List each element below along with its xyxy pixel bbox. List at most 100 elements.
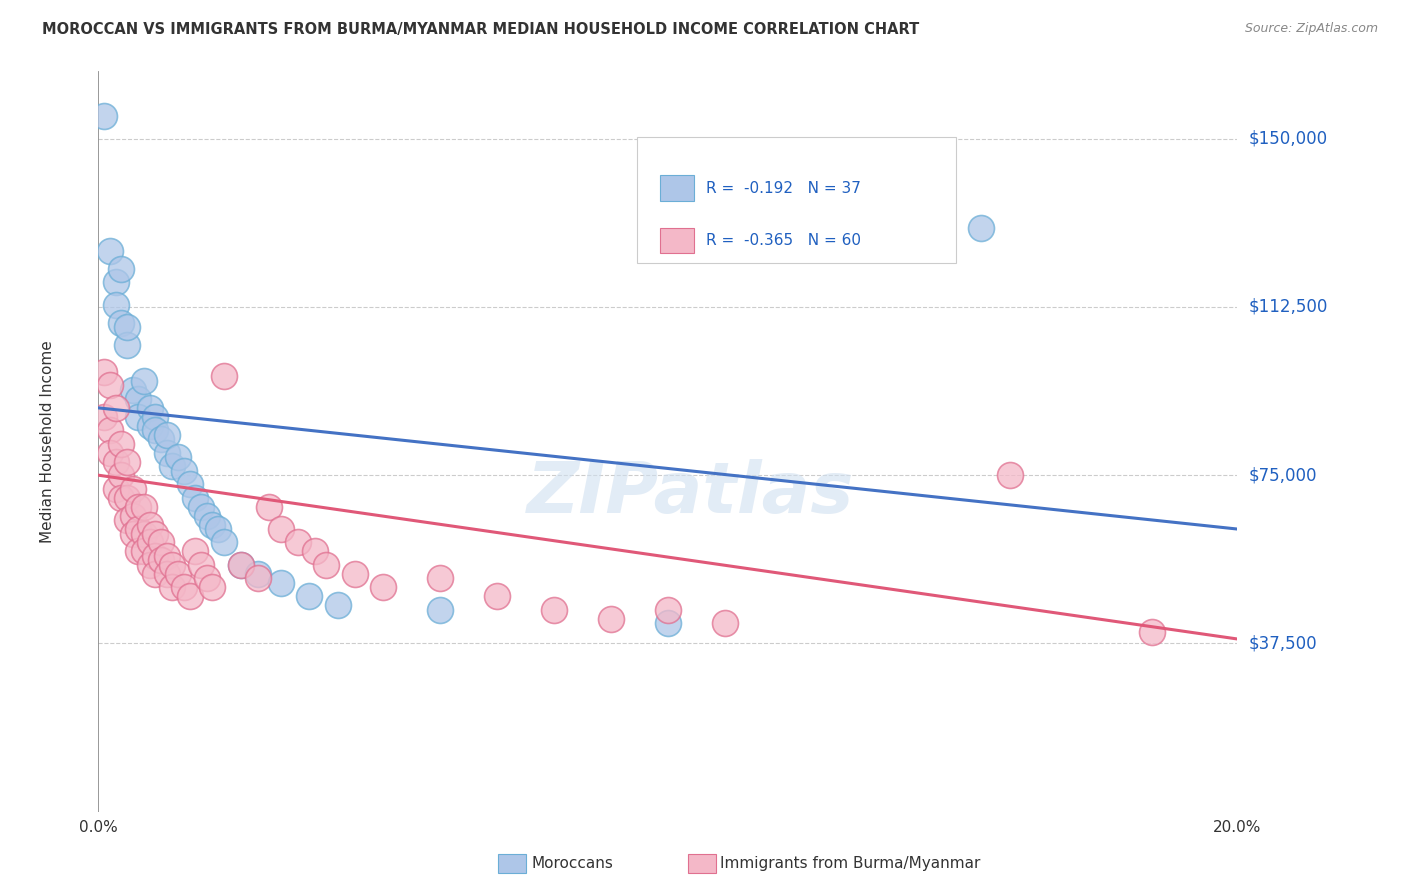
Point: [270, 575, 292, 590]
Point: [98, 446, 121, 460]
Text: Immigrants from Burma/Myanmar: Immigrants from Burma/Myanmar: [720, 856, 980, 871]
Point: [156, 446, 179, 460]
Point: [127, 392, 149, 406]
Point: [201, 580, 224, 594]
Point: [657, 603, 679, 617]
Point: [127, 500, 149, 514]
Text: R =  -0.192   N = 37: R = -0.192 N = 37: [706, 180, 860, 195]
Point: [104, 401, 127, 415]
Point: [315, 558, 337, 572]
Point: [121, 526, 143, 541]
Point: [179, 590, 201, 604]
Point: [287, 535, 309, 549]
Point: [190, 558, 212, 572]
Point: [162, 459, 184, 474]
Point: [162, 558, 184, 572]
Text: $75,000: $75,000: [1249, 467, 1317, 484]
Point: [104, 455, 127, 469]
Point: [127, 409, 149, 424]
Text: Moroccans: Moroccans: [531, 856, 613, 871]
Point: [600, 612, 623, 626]
Point: [429, 571, 451, 585]
Point: [121, 383, 143, 397]
Point: [229, 558, 252, 572]
Point: [121, 482, 143, 496]
Point: [657, 616, 679, 631]
Point: [145, 566, 167, 581]
Point: [138, 535, 160, 549]
Text: Source: ZipAtlas.com: Source: ZipAtlas.com: [1244, 22, 1378, 36]
Point: [93, 365, 115, 379]
Point: [304, 544, 326, 558]
Point: [429, 603, 451, 617]
Point: [132, 526, 155, 541]
Point: [150, 432, 173, 446]
Point: [150, 535, 173, 549]
Point: [93, 109, 115, 123]
Point: [110, 437, 132, 451]
Text: $150,000: $150,000: [1249, 129, 1327, 148]
Point: [138, 558, 160, 572]
Point: [173, 464, 195, 478]
Point: [184, 544, 207, 558]
Text: MOROCCAN VS IMMIGRANTS FROM BURMA/MYANMAR MEDIAN HOUSEHOLD INCOME CORRELATION CH: MOROCCAN VS IMMIGRANTS FROM BURMA/MYANMA…: [42, 22, 920, 37]
Point: [162, 580, 184, 594]
Point: [127, 544, 149, 558]
Point: [212, 369, 235, 384]
Text: $37,500: $37,500: [1249, 634, 1317, 652]
Text: Median Household Income: Median Household Income: [39, 340, 55, 543]
Point: [145, 549, 167, 563]
Point: [110, 261, 132, 276]
Point: [110, 316, 132, 330]
Point: [373, 580, 395, 594]
Point: [714, 616, 737, 631]
Point: [156, 427, 179, 442]
Point: [93, 409, 115, 424]
Point: [298, 590, 321, 604]
Point: [145, 409, 167, 424]
Point: [179, 477, 201, 491]
Point: [145, 423, 167, 437]
Point: [115, 338, 138, 352]
Point: [229, 558, 252, 572]
Point: [104, 275, 127, 289]
Point: [132, 374, 155, 388]
Point: [184, 491, 207, 505]
Point: [98, 244, 121, 258]
Point: [150, 553, 173, 567]
Point: [190, 500, 212, 514]
Point: [121, 508, 143, 523]
Point: [138, 401, 160, 415]
Point: [156, 566, 179, 581]
Point: [132, 500, 155, 514]
Point: [98, 423, 121, 437]
Point: [138, 517, 160, 532]
Point: [115, 455, 138, 469]
Point: [195, 508, 218, 523]
Point: [486, 590, 509, 604]
Point: [127, 522, 149, 536]
Point: [201, 517, 224, 532]
Point: [138, 418, 160, 433]
Point: [998, 468, 1021, 483]
Point: [207, 522, 229, 536]
Point: [110, 491, 132, 505]
Point: [543, 603, 565, 617]
Point: [173, 580, 195, 594]
Point: [115, 320, 138, 334]
Point: [145, 526, 167, 541]
Text: R =  -0.365   N = 60: R = -0.365 N = 60: [706, 233, 860, 248]
Point: [167, 450, 190, 465]
Point: [270, 522, 292, 536]
Point: [115, 491, 138, 505]
Point: [326, 599, 349, 613]
Point: [156, 549, 179, 563]
Point: [110, 468, 132, 483]
Point: [246, 566, 269, 581]
Point: [212, 535, 235, 549]
Point: [104, 298, 127, 312]
Point: [195, 571, 218, 585]
Point: [104, 482, 127, 496]
Point: [343, 566, 366, 581]
Point: [115, 513, 138, 527]
